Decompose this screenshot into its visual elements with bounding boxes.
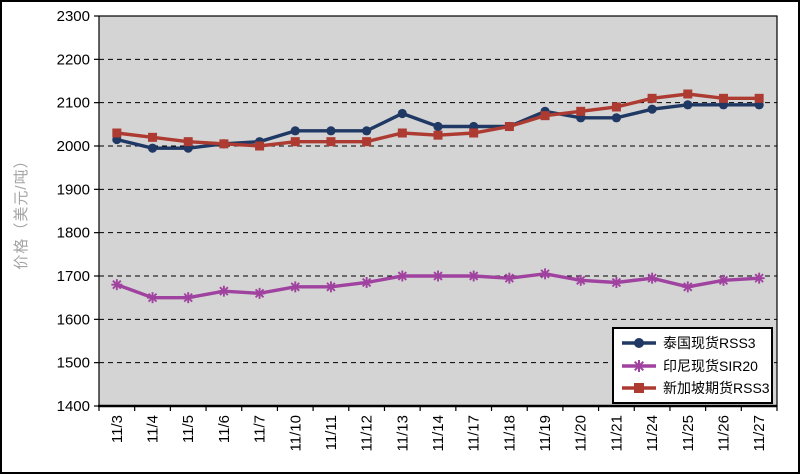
marker-square bbox=[290, 137, 300, 147]
x-tick-label: 11/25 bbox=[680, 415, 697, 451]
marker-asterisk bbox=[504, 273, 515, 283]
marker-asterisk bbox=[683, 282, 693, 292]
marker-asterisk bbox=[754, 273, 764, 283]
marker-square bbox=[754, 93, 764, 103]
marker-asterisk bbox=[147, 293, 158, 303]
marker-square bbox=[112, 128, 122, 138]
marker-square bbox=[576, 106, 586, 116]
marker-circle bbox=[647, 104, 657, 114]
marker-circle bbox=[683, 100, 693, 110]
marker-asterisk bbox=[254, 288, 265, 298]
marker-asterisk bbox=[633, 360, 645, 371]
marker-asterisk bbox=[326, 282, 336, 292]
y-tick-label: 2300 bbox=[57, 8, 90, 25]
marker-square bbox=[683, 89, 693, 99]
marker-asterisk bbox=[397, 271, 407, 281]
marker-square bbox=[255, 141, 265, 151]
marker-asterisk bbox=[611, 277, 622, 288]
x-tick-label: 11/26 bbox=[715, 415, 732, 451]
series-1 bbox=[111, 268, 765, 304]
legend-label: 印尼现货SIR20 bbox=[663, 357, 758, 374]
x-tick-label: 11/3 bbox=[109, 415, 126, 443]
marker-square bbox=[504, 122, 514, 131]
marker-asterisk bbox=[433, 271, 443, 281]
marker-circle bbox=[326, 126, 336, 136]
marker-circle bbox=[433, 121, 443, 132]
x-tick-label: 11/17 bbox=[466, 415, 483, 451]
marker-circle bbox=[634, 337, 644, 348]
marker-square bbox=[540, 111, 550, 121]
marker-asterisk bbox=[718, 275, 729, 285]
y-tick-label: 1800 bbox=[57, 225, 90, 242]
marker-asterisk bbox=[112, 280, 122, 290]
marker-asterisk bbox=[361, 277, 372, 288]
marker-circle bbox=[362, 126, 372, 136]
marker-circle bbox=[147, 143, 158, 153]
marker-asterisk bbox=[183, 293, 193, 303]
x-tick-label: 11/12 bbox=[359, 415, 376, 451]
y-axis-title: 价格（美元/吨） bbox=[13, 152, 30, 270]
marker-asterisk bbox=[647, 273, 657, 283]
marker-square bbox=[433, 130, 443, 140]
y-tick-label: 1700 bbox=[57, 268, 90, 285]
y-tick-label: 1500 bbox=[57, 355, 90, 372]
x-tick-label: 11/13 bbox=[394, 415, 411, 451]
x-tick-label: 11/21 bbox=[608, 415, 625, 451]
legend: 泰国现货RSS3 印尼现货SIR20 新加坡期货RSS3 bbox=[612, 327, 773, 404]
legend-label: 新加坡期货RSS3 bbox=[663, 380, 770, 397]
marker-square bbox=[397, 128, 407, 138]
marker-square bbox=[148, 132, 158, 142]
y-tick-label: 2100 bbox=[57, 95, 90, 112]
x-tick-label: 11/27 bbox=[751, 415, 768, 451]
x-tick-label: 11/10 bbox=[287, 415, 304, 451]
marker-circle bbox=[611, 113, 622, 123]
x-tick-label: 11/19 bbox=[537, 415, 554, 451]
legend-item-singapore-rss3: 新加坡期货RSS3 bbox=[620, 377, 770, 399]
x-tick-label: 11/24 bbox=[644, 415, 661, 451]
legend-item-thailand-rss3: 泰国现货RSS3 bbox=[620, 332, 765, 354]
marker-square bbox=[634, 383, 644, 394]
legend-item-indonesia-sir20: 印尼现货SIR20 bbox=[620, 355, 765, 377]
x-tick-label: 11/5 bbox=[180, 415, 197, 443]
marker-square bbox=[469, 128, 479, 138]
y-tick-label: 2200 bbox=[57, 51, 90, 68]
y-tick-label: 1900 bbox=[57, 181, 90, 198]
legend-marker-asterisk-icon bbox=[622, 359, 656, 372]
legend-label: 泰国现货RSS3 bbox=[663, 334, 756, 351]
x-tick-label: 11/7 bbox=[252, 415, 269, 443]
x-tick-label: 11/4 bbox=[145, 415, 162, 443]
y-tick-label: 1600 bbox=[57, 311, 90, 328]
marker-circle bbox=[397, 108, 407, 119]
y-tick-label: 1400 bbox=[57, 398, 90, 415]
marker-square bbox=[718, 93, 728, 103]
x-tick-label: 11/20 bbox=[573, 415, 590, 451]
marker-square bbox=[219, 139, 229, 149]
series-2 bbox=[112, 89, 764, 151]
marker-asterisk bbox=[540, 269, 550, 279]
marker-circle bbox=[290, 126, 300, 136]
marker-asterisk bbox=[219, 286, 229, 296]
x-tick-label: 11/6 bbox=[216, 415, 233, 443]
marker-asterisk bbox=[290, 282, 300, 292]
marker-square bbox=[326, 137, 336, 147]
marker-square bbox=[183, 137, 193, 147]
marker-asterisk bbox=[469, 271, 479, 281]
legend-marker-square-icon bbox=[622, 383, 656, 394]
marker-square bbox=[611, 102, 621, 112]
y-tick-label: 2000 bbox=[57, 138, 90, 155]
x-tick-label: 11/11 bbox=[323, 415, 340, 450]
marker-square bbox=[647, 93, 657, 103]
legend-marker-circle-icon bbox=[622, 337, 656, 348]
marker-asterisk bbox=[576, 275, 586, 285]
marker-square bbox=[362, 137, 372, 147]
x-tick-label: 11/14 bbox=[430, 415, 447, 451]
x-tick-label: 11/18 bbox=[501, 415, 518, 451]
